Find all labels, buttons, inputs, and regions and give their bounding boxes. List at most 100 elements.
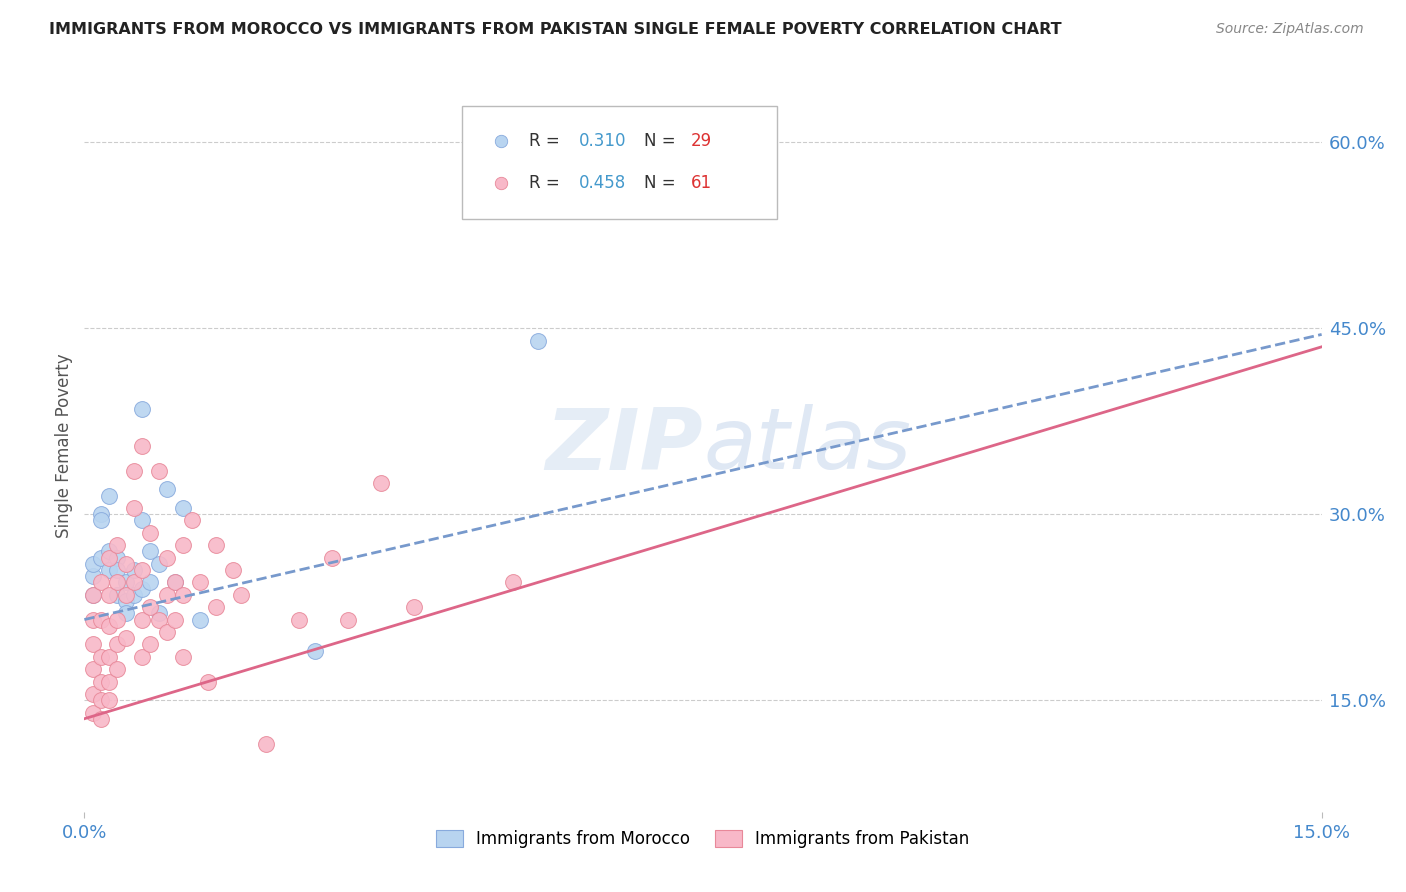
Point [122,563,145,577]
Point [105,550,128,565]
Point [321,550,343,565]
Point [172,588,194,602]
Point [98,550,121,565]
Point [188,613,211,627]
Text: N =: N = [644,132,681,150]
Point [131,649,153,664]
Point [205,600,228,615]
Point [98,649,121,664]
Point [288,613,311,627]
Point [105,538,128,552]
Text: N =: N = [644,174,681,192]
Text: R =: R = [529,132,565,150]
Point [98,619,121,633]
Point [82,588,104,602]
Point [165,613,187,627]
Point [172,649,194,664]
Point [98,544,121,558]
Point [122,588,145,602]
Point [502,575,524,590]
Point [229,588,252,602]
Point [148,464,170,478]
Point [114,607,136,621]
Text: 29: 29 [690,132,711,150]
Point [139,525,162,540]
Point [98,674,121,689]
Point [222,563,245,577]
Point [131,582,153,596]
Point [82,706,104,720]
Point [148,613,170,627]
Text: R =: R = [529,174,565,192]
Point [114,631,136,645]
Point [98,588,121,602]
Point [337,613,360,627]
Point [90,513,112,527]
Point [82,588,104,602]
Point [139,600,162,615]
Point [82,637,104,651]
Point [114,557,136,571]
Point [156,588,179,602]
Point [148,557,170,571]
Point [156,483,179,497]
Text: ZIP: ZIP [546,404,703,488]
Point [105,575,128,590]
Point [692,160,714,174]
Point [205,538,228,552]
Point [105,563,128,577]
Point [156,550,179,565]
Point [180,513,202,527]
Point [105,662,128,676]
Point [98,563,121,577]
Point [131,439,153,453]
Text: atlas: atlas [703,404,911,488]
Point [105,613,128,627]
Point [139,637,162,651]
Point [172,538,194,552]
Point [90,712,112,726]
Point [131,513,153,527]
Point [90,550,112,565]
Point [139,544,162,558]
Point [82,687,104,701]
Point [98,489,121,503]
Point [172,500,194,515]
Point [165,575,187,590]
Point [139,575,162,590]
Y-axis label: Single Female Poverty: Single Female Poverty [55,354,73,538]
Point [82,662,104,676]
Point [527,334,550,348]
Point [148,607,170,621]
Point [90,674,112,689]
Point [131,401,153,416]
Point [188,575,211,590]
Point [122,464,145,478]
Point [90,649,112,664]
Point [131,563,153,577]
Point [90,613,112,627]
Point [370,476,392,491]
Point [122,500,145,515]
Point [105,588,128,602]
Text: 0.458: 0.458 [579,174,627,192]
FancyBboxPatch shape [461,106,778,219]
Point [98,693,121,707]
Point [114,588,136,602]
Point [82,613,104,627]
Point [197,674,219,689]
Point [82,557,104,571]
Point [114,575,136,590]
Point [404,600,426,615]
Point [105,637,128,651]
Point [82,569,104,583]
Point [165,575,187,590]
Point [131,613,153,627]
Point [304,643,326,657]
Point [254,737,277,751]
Text: 61: 61 [690,174,711,192]
Point [114,594,136,608]
Legend: Immigrants from Morocco, Immigrants from Pakistan: Immigrants from Morocco, Immigrants from… [430,823,976,855]
Point [90,693,112,707]
Text: 0.310: 0.310 [579,132,627,150]
